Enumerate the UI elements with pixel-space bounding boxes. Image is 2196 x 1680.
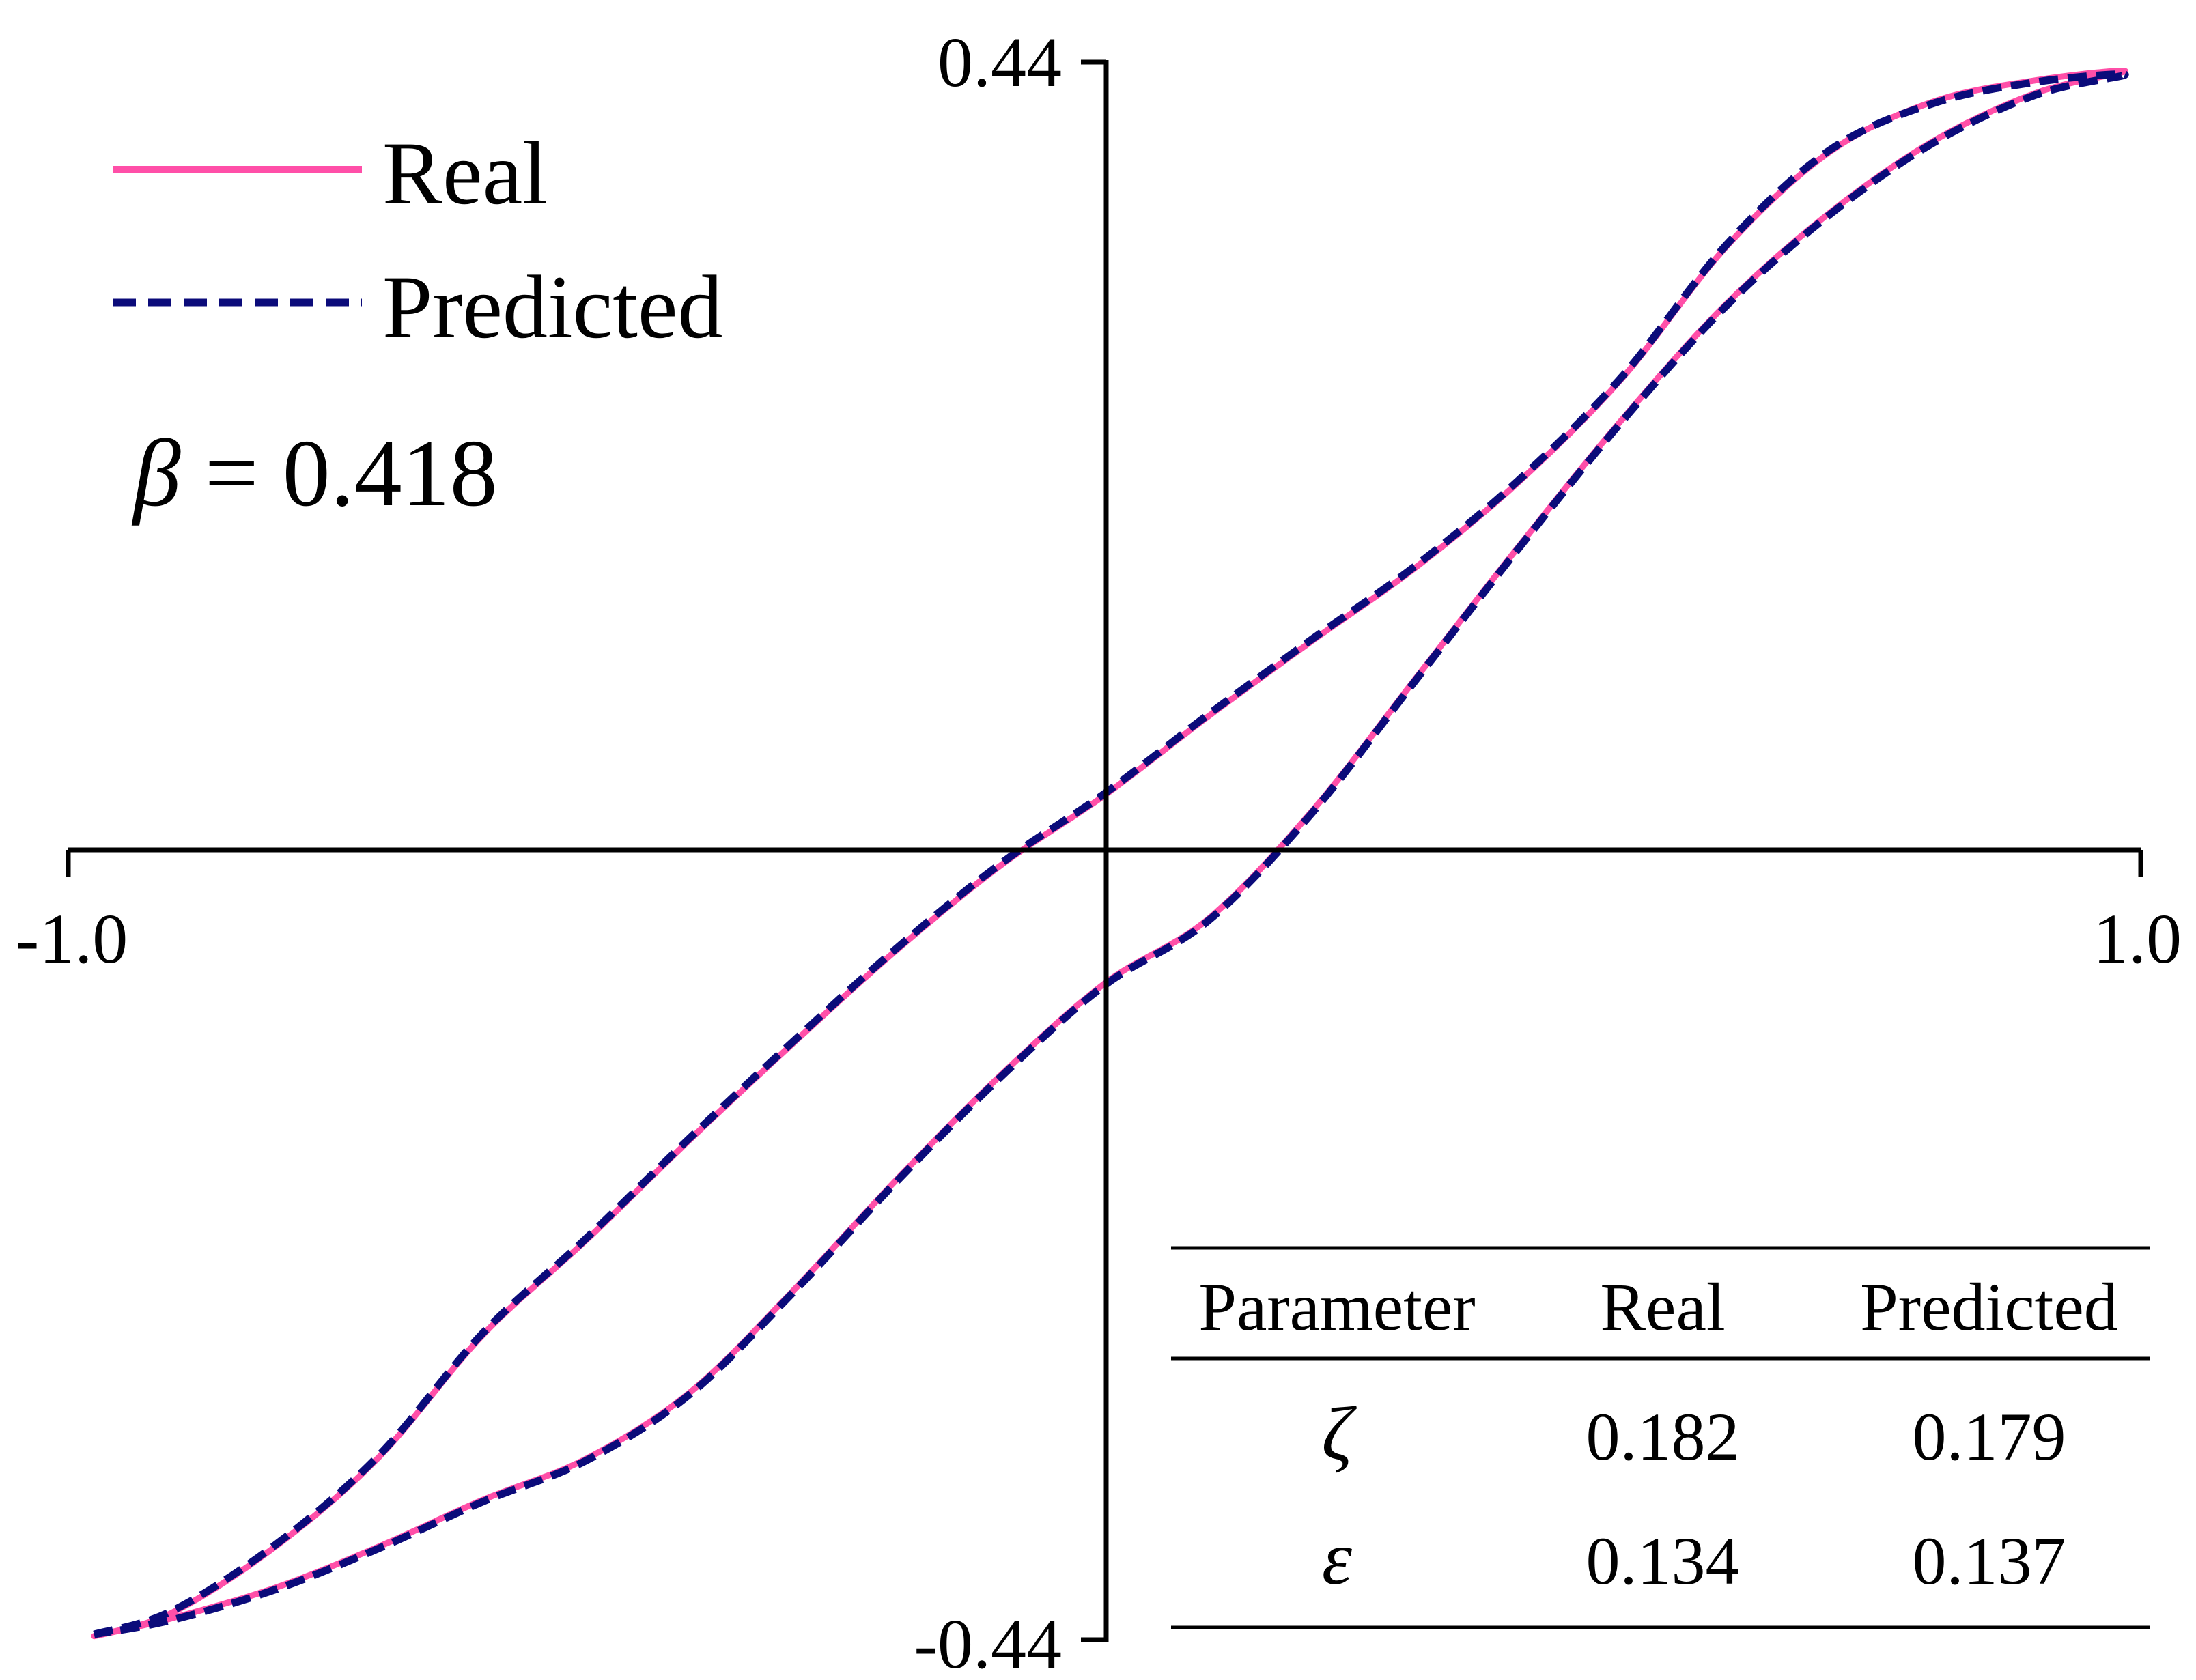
curves-group [91,68,2129,1640]
table-header-parameter: Parameter [1198,1269,1475,1345]
series-line-predicted [93,70,2129,1638]
y-tick-label-bottom: -0.44 [914,1605,1062,1680]
table-cell-predicted-zeta: 0.179 [1913,1399,2066,1475]
parameter-table: Parameter Real Predicted ζ 0.182 0.179 ε… [1171,1246,2150,1629]
beta-value: 0.418 [283,421,498,526]
beta-annotation: β = 0.418 [131,421,498,526]
table-cell-real-zeta: 0.182 [1586,1399,1740,1475]
x-tick-label-right: 1.0 [2093,900,2182,978]
table-header-predicted: Predicted [1860,1269,2118,1345]
table-cell-predicted-epsilon: 0.137 [1913,1523,2066,1599]
legend: Real Predicted [113,123,722,357]
table-cell-real-epsilon: 0.134 [1586,1523,1740,1599]
beta-symbol: β [131,421,181,526]
beta-equals: = [181,421,283,526]
x-tick-label-left: -1.0 [16,900,128,978]
legend-label-predicted: Predicted [382,257,722,357]
table-cell-param-zeta: ζ [1321,1392,1357,1477]
table-header-real: Real [1600,1269,1725,1345]
y-tick-label-top: 0.44 [938,23,1062,102]
legend-label-real: Real [382,123,548,223]
table-cell-param-epsilon: ε [1322,1516,1353,1601]
